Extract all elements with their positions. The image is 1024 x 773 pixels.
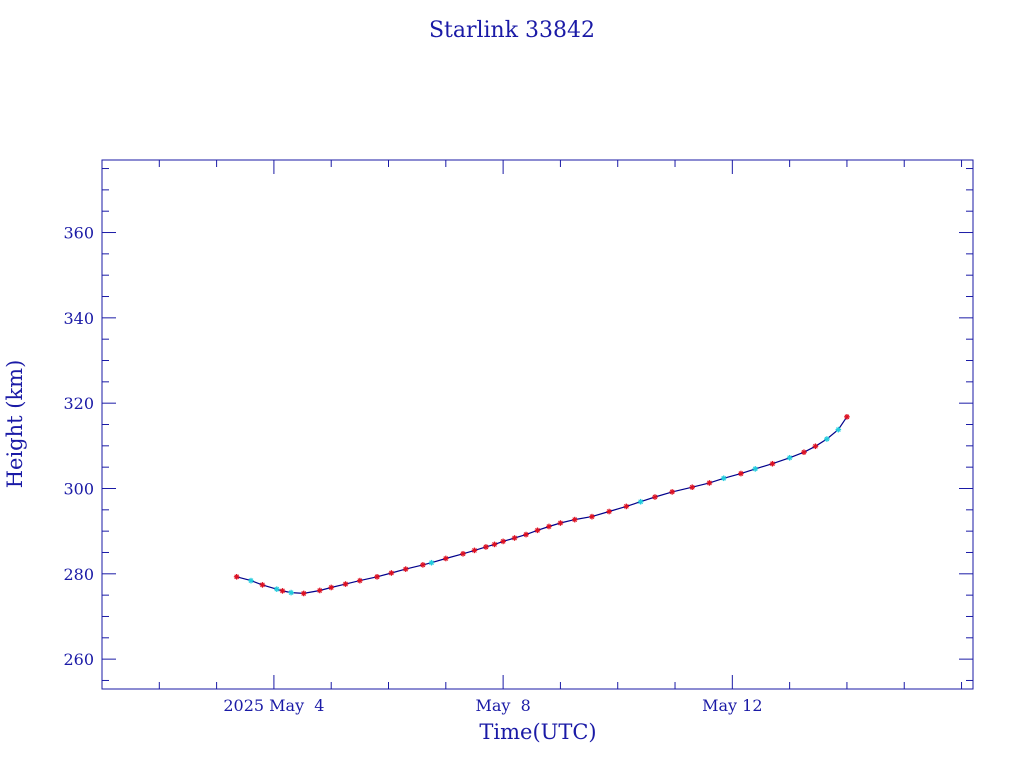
data-point: [483, 544, 489, 550]
data-point: [824, 436, 830, 442]
data-point: [420, 562, 426, 568]
data-point: [388, 570, 395, 576]
data-point: [652, 494, 658, 500]
data-point: [606, 508, 612, 515]
y-tick-label: 320: [63, 394, 94, 413]
data-point: [546, 523, 552, 530]
data-point: [637, 498, 644, 505]
data-point: [511, 535, 518, 541]
data-point: [669, 489, 675, 495]
data-point: [288, 589, 294, 596]
x-tick-label: 2025 May 4: [223, 696, 324, 715]
data-point: [844, 414, 850, 420]
data-point: [500, 538, 506, 545]
data-point: [460, 550, 466, 557]
data-point: [316, 587, 323, 594]
y-tick-label: 360: [63, 224, 94, 243]
data-point: [233, 574, 240, 580]
x-axis-label: Time(UTC): [479, 720, 596, 744]
data-point: [835, 426, 842, 433]
series-group: [233, 414, 850, 597]
data-point: [738, 470, 744, 477]
data-point: [589, 513, 595, 520]
data-point: [706, 480, 713, 486]
x-axis-ticks: 2025 May 4 May 8 May 12: [158, 160, 963, 715]
y-axis-label: Height (km): [3, 360, 27, 489]
data-point: [571, 516, 578, 523]
data-point: [428, 559, 435, 566]
data-point: [300, 590, 307, 597]
data-point: [328, 584, 335, 591]
data-point: [491, 541, 498, 548]
y-axis-ticks: 260 280 300 320 340 360: [63, 168, 973, 681]
data-point: [471, 547, 478, 554]
series-line: [236, 416, 848, 595]
data-point: [279, 588, 286, 594]
data-point: [357, 577, 363, 584]
x-tick-label: May 12: [702, 696, 762, 715]
y-tick-label: 280: [63, 565, 94, 584]
data-point: [443, 555, 449, 562]
data-point: [273, 586, 280, 592]
data-point: [259, 582, 266, 588]
y-tick-label: 260: [63, 650, 94, 669]
y-tick-label: 300: [63, 479, 94, 498]
data-point: [402, 566, 409, 572]
data-point: [557, 520, 564, 526]
chart-title: Starlink 33842: [429, 18, 595, 43]
data-point: [801, 449, 807, 456]
data-point: [248, 577, 254, 584]
y-tick-label: 340: [63, 309, 94, 328]
data-point: [812, 443, 819, 450]
data-point: [623, 503, 630, 510]
x-tick-label: May 8: [475, 696, 530, 715]
data-point: [689, 484, 696, 491]
data-point: [534, 527, 541, 534]
data-point: [720, 475, 727, 482]
data-point: [752, 466, 759, 472]
data-point: [342, 581, 349, 587]
data-point: [374, 574, 380, 580]
data-point: [786, 454, 793, 461]
data-point: [523, 531, 529, 538]
data-point: [769, 460, 776, 467]
